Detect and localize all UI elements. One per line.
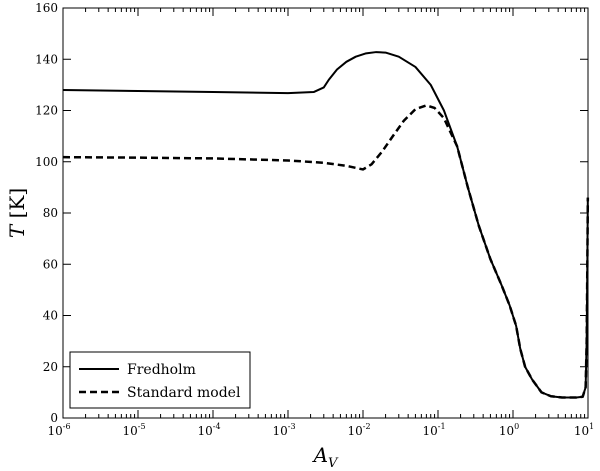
y-axis-label-unit: [K] <box>5 188 29 219</box>
x-axis-label-main: A <box>312 443 328 467</box>
y-tick-label: 80 <box>43 206 58 220</box>
y-tick-label: 140 <box>35 52 58 66</box>
legend-label-fredholm: Fredholm <box>127 362 196 378</box>
x-axis-label-sub: V <box>328 456 339 471</box>
x-tick-label: 10-4 <box>197 422 220 438</box>
y-tick-label: 40 <box>43 309 58 323</box>
x-tick-label: 100 <box>499 422 519 438</box>
legend-box <box>69 351 251 409</box>
x-axis-label: AV <box>312 443 339 471</box>
x-tick-label: 10-1 <box>422 422 445 438</box>
y-tick-label: 20 <box>43 360 58 374</box>
legend-label-standard-model: Standard model <box>127 385 241 401</box>
series-layer <box>62 51 590 399</box>
x-tick-label: 10-2 <box>347 422 370 438</box>
y-axis-label-var: T <box>5 223 29 238</box>
series-line-fredholm <box>62 51 589 399</box>
x-tick-label: 10-5 <box>122 422 145 438</box>
x-tick-label: 10-6 <box>47 422 70 438</box>
series-line-standard-model <box>62 104 590 399</box>
y-tick-label: 160 <box>35 1 58 15</box>
x-tick-label: 10-3 <box>272 422 295 438</box>
x-tick-label: 101 <box>574 422 594 438</box>
y-tick-label: 100 <box>35 155 58 169</box>
y-tick-label: 120 <box>35 104 58 118</box>
y-tick-label: 0 <box>50 411 58 425</box>
ticks-layer: 10-6 10-5 10-4 10-3 10-2 10-1 100 101 0 20 40 60 80 1… <box>35 1 594 438</box>
legend: Fredholm Standard model <box>69 351 251 409</box>
y-tick-label: 60 <box>43 257 58 271</box>
y-axis-label: T [K] <box>5 188 29 238</box>
